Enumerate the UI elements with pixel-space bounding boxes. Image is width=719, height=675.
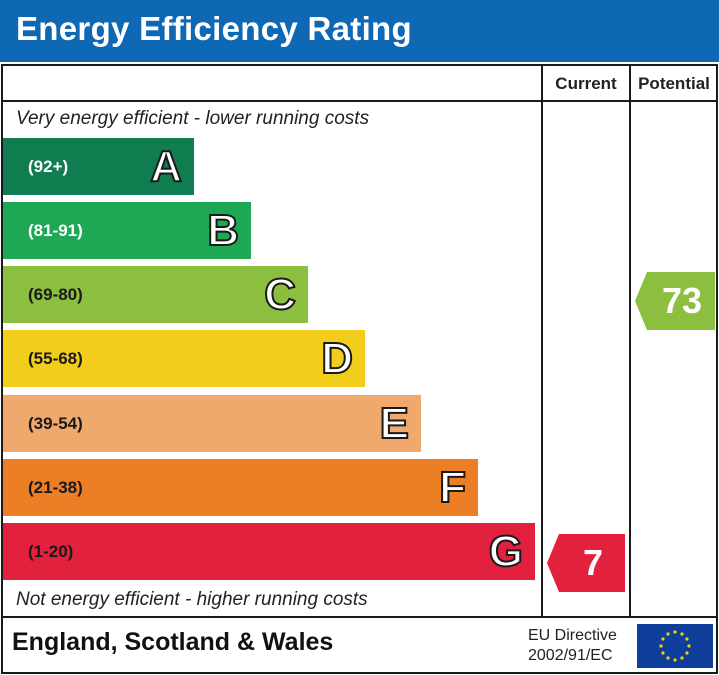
current-column-header: Current xyxy=(555,74,617,93)
band-f-letter: F xyxy=(438,462,467,513)
band-g-range: (1-20) xyxy=(28,542,74,561)
band-c-range: (69-80) xyxy=(28,285,83,304)
band-g: (1-20) G xyxy=(3,523,535,580)
band-a-range: (92+) xyxy=(28,157,69,176)
potential-column-header: Potential xyxy=(638,74,710,93)
bottom-efficiency-note: Not energy efficient - higher running co… xyxy=(16,589,368,610)
band-a: (92+) A xyxy=(3,138,194,195)
band-d: (55-68) D xyxy=(3,330,365,387)
potential-arrow-fill xyxy=(635,272,715,330)
current-rating-value: 7 xyxy=(582,542,604,583)
band-e-range: (39-54) xyxy=(28,414,83,433)
footer-region-label: England, Scotland & Wales xyxy=(12,628,334,656)
band-e-letter: E xyxy=(379,398,410,449)
potential-column-divider xyxy=(629,64,631,617)
page-title: Energy Efficiency Rating xyxy=(16,10,412,47)
potential-rating-arrow: 73 xyxy=(635,272,715,330)
band-d-range: (55-68) xyxy=(28,349,83,368)
current-arrow-fill xyxy=(547,534,625,592)
band-d-letter: D xyxy=(320,333,354,384)
band-f: (21-38) F xyxy=(3,459,478,516)
current-column-divider xyxy=(541,64,543,617)
potential-arrow-shape xyxy=(635,272,715,330)
band-b: (81-91) B xyxy=(3,202,251,259)
band-c: (69-80) C xyxy=(3,266,308,323)
eu-directive-line1: EU Directive xyxy=(528,627,617,644)
header-bar: Energy Efficiency Rating xyxy=(0,0,719,62)
header-row-divider xyxy=(1,100,718,102)
top-efficiency-note: Very energy efficient - lower running co… xyxy=(16,108,370,129)
eu-directive-line2: 2002/91/EC xyxy=(528,647,613,664)
band-f-range: (21-38) xyxy=(28,478,83,497)
band-a-letter: A xyxy=(149,141,183,192)
potential-rating-value: 73 xyxy=(661,280,703,321)
band-b-letter: B xyxy=(206,205,240,256)
eu-flag-icon xyxy=(637,624,713,668)
current-arrow-shape xyxy=(547,534,625,592)
rating-frame xyxy=(1,64,718,674)
band-g-letter: G xyxy=(488,526,524,577)
current-rating-arrow: 7 xyxy=(547,534,625,592)
band-c-letter: C xyxy=(263,269,297,320)
eu-directive-text: EU Directive 2002/91/EC xyxy=(528,626,617,666)
band-b-range: (81-91) xyxy=(28,221,83,240)
eu-stars xyxy=(659,630,691,662)
footer-divider xyxy=(1,616,718,618)
band-e: (39-54) E xyxy=(3,395,421,452)
